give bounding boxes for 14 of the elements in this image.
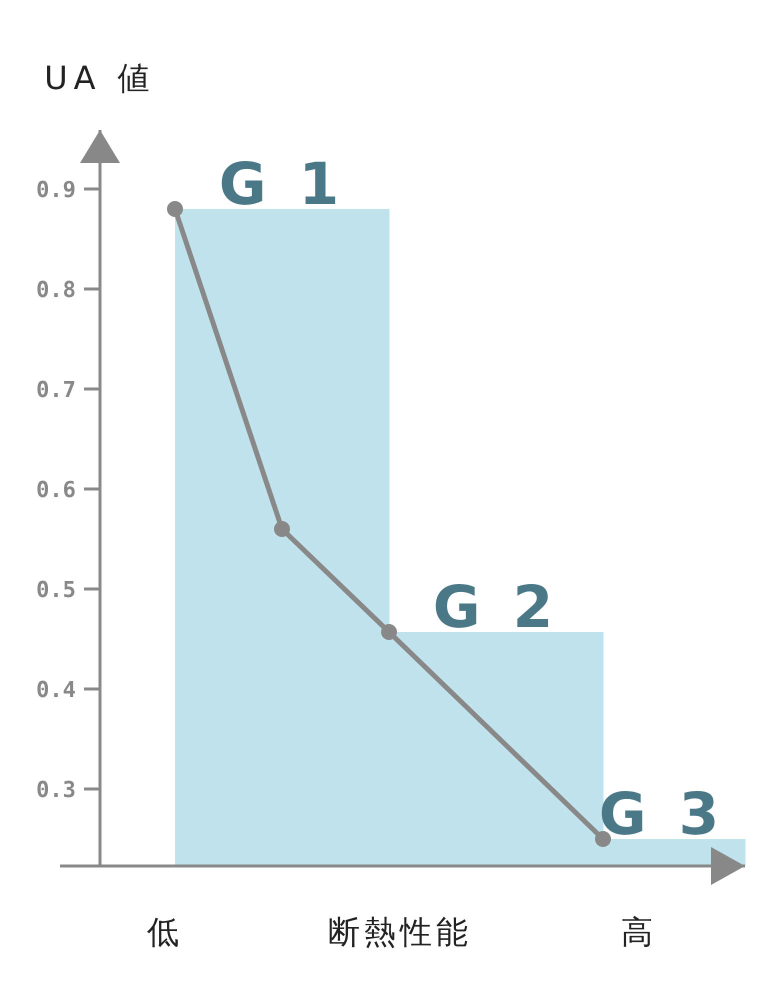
annotation: G 1 [218,150,346,218]
annotation: G 2 [432,573,560,641]
y-tick-label: 0.4 [36,678,76,703]
y-axis-title: UA 値 [44,59,156,97]
y-tick-label: 0.8 [36,278,76,303]
y-tick-label: 0.7 [36,378,76,403]
text: 高 [621,913,653,951]
y-tick-label: 0.9 [36,178,76,203]
y-tick-label: 0.5 [36,578,76,603]
y-tick-label: 0.3 [36,778,76,803]
x-axis-title: 断熱性能 [328,913,472,951]
text: 低 [147,913,179,951]
annotation: G 3 [598,780,726,848]
y-tick-label: 0.6 [36,478,76,503]
